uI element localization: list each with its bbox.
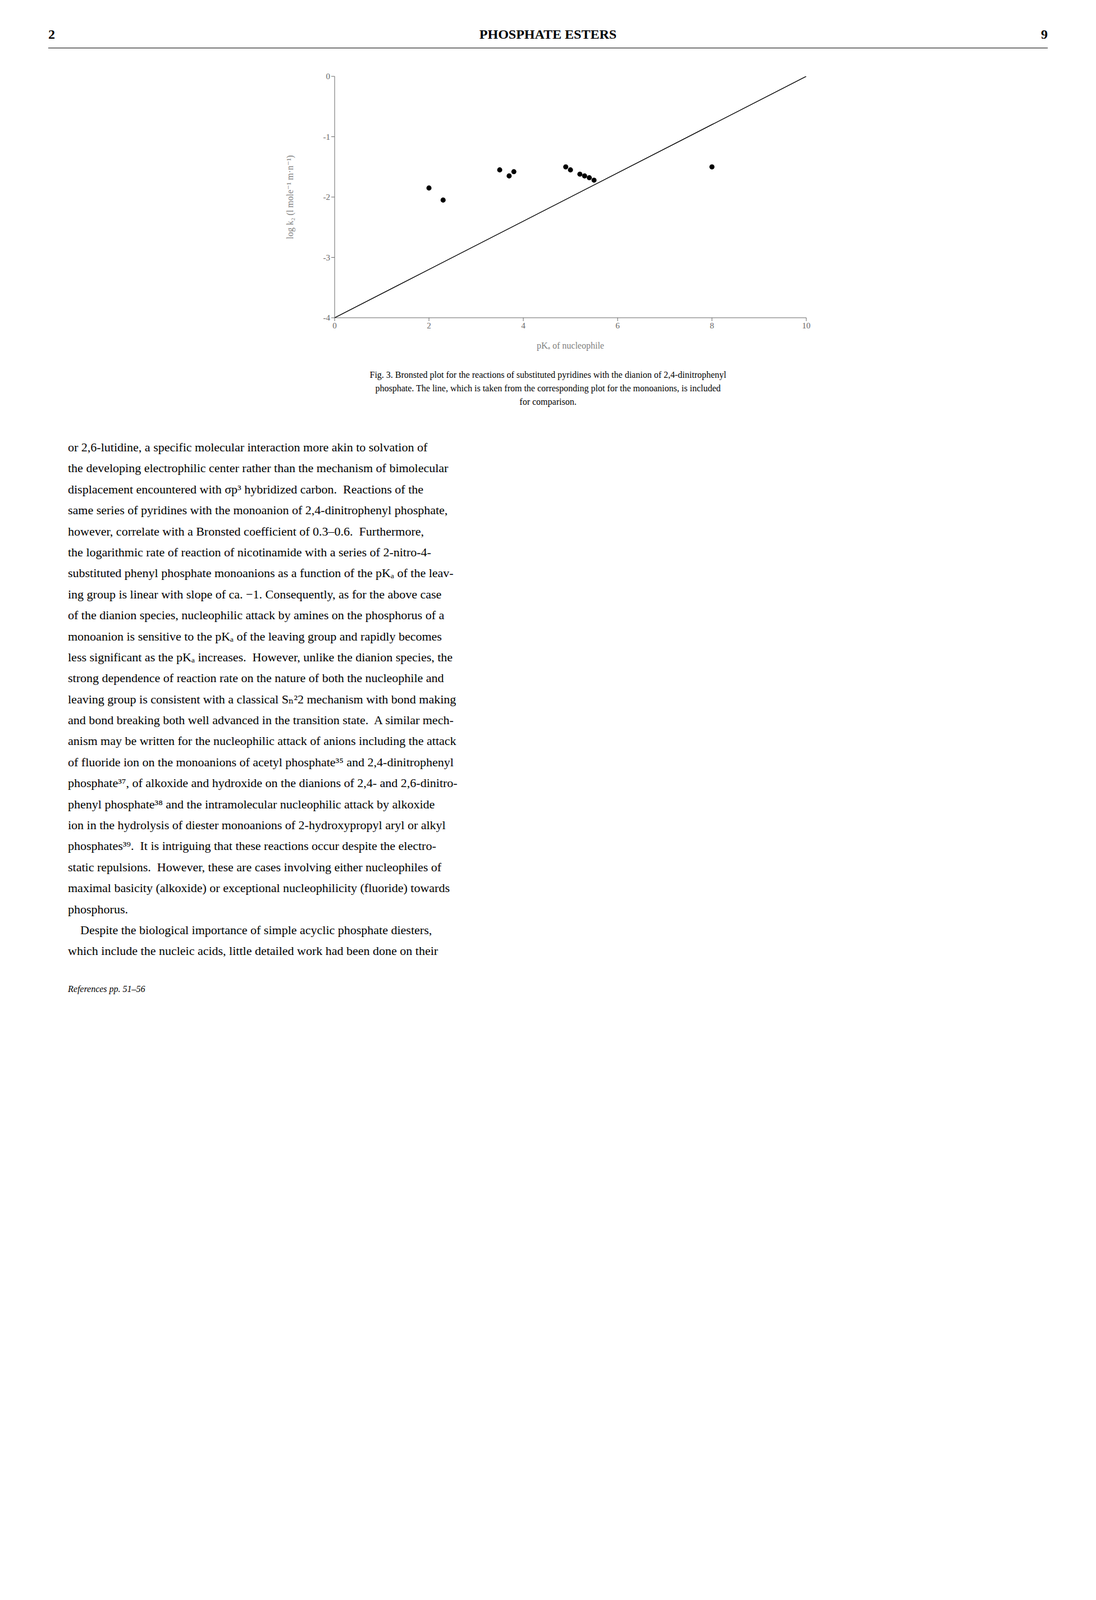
html-text:the developing electrophilic c: the developing electrophilic center rath… [67, 461, 449, 476]
html-text:displacement encountered with: displacement encountered with σp³ hybrid… [67, 482, 424, 497]
html-text:phosphate³⁷, of alkoxide and h: phosphate³⁷, of alkoxide and hydroxide o… [67, 776, 458, 791]
html-text:which include the nucleic acid: which include the nucleic acids, little … [67, 944, 439, 959]
html-text:phosphate. The line, which is: phosphate. The line, which is taken from… [375, 383, 721, 394]
html-text:2: 2 [48, 26, 56, 42]
svg-text:8: 8 [709, 321, 715, 331]
html-text:less significant as the pKₐ in: less significant as the pKₐ increases. H… [67, 650, 453, 665]
svg-text:-2: -2 [323, 192, 331, 202]
svg-text:4: 4 [521, 321, 526, 331]
html-text:the logarithmic rate of reacti: the logarithmic rate of reaction of nico… [67, 545, 432, 560]
html-text:ing group is linear with slope: ing group is linear with slope of ca. −1… [67, 587, 442, 602]
html-text:phenyl phosphate³⁸ and the int: phenyl phosphate³⁸ and the intramolecula… [67, 797, 435, 812]
svg-text:0: 0 [326, 71, 331, 81]
svg-text:-4: -4 [323, 313, 331, 323]
html-text:phosphorus.: phosphorus. [67, 902, 129, 917]
svg-text:log k₂ (l mole⁻¹ m·n⁻¹): log k₂ (l mole⁻¹ m·n⁻¹) [285, 154, 296, 239]
html-text:PHOSPHATE ESTERS: PHOSPHATE ESTERS [479, 26, 617, 42]
html-text:same series of pyridines with: same series of pyridines with the monoan… [67, 503, 448, 518]
html-text:9: 9 [1040, 26, 1048, 42]
html-text:substituted phenyl phosphate m: substituted phenyl phosphate monoanions … [67, 566, 454, 581]
html-text:of the dianion species, nucleo: of the dianion species, nucleophilic att… [67, 608, 445, 623]
svg-text:-1: -1 [323, 132, 331, 142]
html-text:of fluoride ion on the monoani: of fluoride ion on the monoanions of ace… [67, 755, 454, 770]
html-text:Despite the biological importa: Despite the biological importance of sim… [67, 923, 432, 938]
html-text:leaving group is consistent wi: leaving group is consistent with a class… [67, 692, 457, 707]
html-text:Fig. 3. Bronsted plot for the: Fig. 3. Bronsted plot for the reactions … [369, 370, 727, 380]
svg-text:10: 10 [802, 321, 811, 331]
svg-text:2: 2 [426, 321, 432, 331]
svg-text:-3: -3 [323, 253, 331, 263]
svg-text:pKₐ of nucleophile: pKₐ of nucleophile [536, 340, 605, 351]
html-text:strong dependence of reaction: strong dependence of reaction rate on th… [67, 671, 444, 686]
html-text:maximal basicity (alkoxide) or: maximal basicity (alkoxide) or exception… [67, 881, 450, 896]
svg-text:6: 6 [615, 321, 620, 331]
html-text:or 2,6-lutidine, a specific mo: or 2,6-lutidine, a specific molecular in… [67, 440, 428, 455]
html-text:ion in the hydrolysis of diest: ion in the hydrolysis of diester monoani… [67, 818, 446, 833]
svg-text:0: 0 [332, 321, 337, 331]
html-text:phosphates³⁹. It is intriguing: phosphates³⁹. It is intriguing that thes… [67, 839, 437, 854]
html-text:static repulsions. However, th: static repulsions. However, these are ca… [67, 860, 442, 875]
html-text:References pp. 51–56: References pp. 51–56 [67, 984, 146, 994]
html-text:for comparison.: for comparison. [519, 396, 577, 407]
html-text:monoanion is sensitive to the: monoanion is sensitive to the pKₐ of the… [67, 629, 442, 644]
html-text:however, correlate with a Bron: however, correlate with a Bronsted coeff… [67, 524, 424, 539]
html-text:and bond breaking both well ad: and bond breaking both well advanced in … [67, 713, 454, 728]
html-text:anism may be written for the n: anism may be written for the nucleophili… [67, 734, 457, 749]
